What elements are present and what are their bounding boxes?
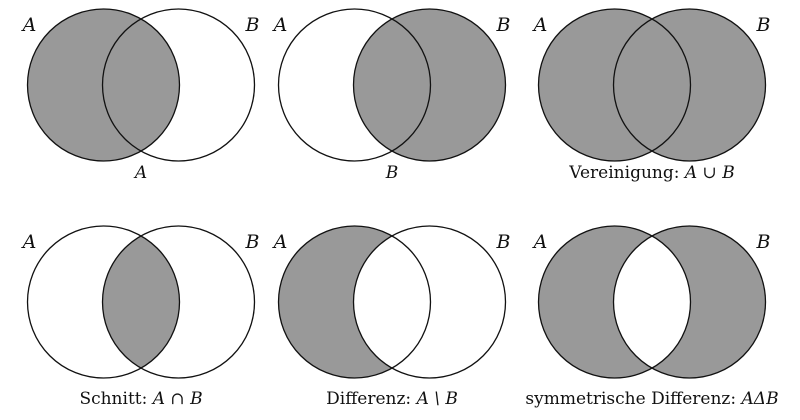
caption-expression: B bbox=[385, 163, 399, 183]
caption-expression: A ∪ B bbox=[683, 163, 735, 183]
caption-set-a: A bbox=[133, 163, 147, 183]
shaded-region-both bbox=[613, 18, 691, 152]
caption-text: Schnitt: bbox=[79, 389, 152, 409]
circle-b bbox=[612, 8, 767, 162]
set-label-b: B bbox=[756, 14, 771, 36]
circle-a bbox=[537, 8, 692, 162]
circle-a bbox=[26, 8, 181, 162]
venn-panel-intersection: A B Schnitt: A ∩ B bbox=[21, 225, 260, 409]
caption-expression: A \ B bbox=[415, 389, 458, 409]
venn-panel-set-b: A B B bbox=[272, 8, 511, 183]
set-label-a: A bbox=[532, 231, 548, 253]
set-label-a: A bbox=[272, 231, 288, 253]
caption-symmetric-difference: symmetrische Differenz: AΔB bbox=[525, 389, 778, 409]
shaded-region-both bbox=[102, 235, 180, 369]
circle-a bbox=[277, 225, 432, 379]
set-label-b: B bbox=[245, 14, 260, 36]
circle-a bbox=[537, 225, 692, 379]
circle-a bbox=[26, 225, 181, 379]
caption-text: Vereinigung: bbox=[568, 163, 685, 183]
set-label-a: A bbox=[272, 14, 288, 36]
caption-intersection: Schnitt: A ∩ B bbox=[79, 389, 202, 409]
circle-b bbox=[101, 8, 256, 162]
caption-text: symmetrische Differenz: bbox=[525, 389, 741, 409]
set-label-b: B bbox=[245, 231, 260, 253]
caption-expression: A bbox=[133, 163, 147, 183]
circle-a bbox=[277, 8, 432, 162]
set-label-a: A bbox=[532, 14, 548, 36]
caption-text: Differenz: bbox=[326, 389, 416, 409]
set-label-b: B bbox=[756, 231, 771, 253]
circle-b bbox=[101, 225, 256, 379]
circle-b bbox=[352, 8, 507, 162]
caption-expression: AΔB bbox=[740, 389, 779, 409]
set-label-b: B bbox=[496, 231, 511, 253]
venn-panel-union: A B Vereinigung: A ∪ B bbox=[532, 8, 771, 183]
caption-set-b: B bbox=[385, 163, 399, 183]
set-label-a: A bbox=[21, 231, 37, 253]
caption-union: Vereinigung: A ∪ B bbox=[568, 163, 734, 183]
circle-b bbox=[612, 225, 767, 379]
circle-b bbox=[352, 225, 507, 379]
shaded-region-both bbox=[353, 18, 431, 152]
caption-expression: A ∩ B bbox=[151, 389, 203, 409]
venn-panel-set-a: A B A bbox=[21, 8, 260, 183]
set-label-b: B bbox=[496, 14, 511, 36]
set-label-a: A bbox=[21, 14, 37, 36]
venn-panel-difference: A B Differenz: A \ B bbox=[272, 225, 511, 409]
caption-difference: Differenz: A \ B bbox=[326, 389, 458, 409]
shaded-region-both bbox=[102, 18, 180, 152]
